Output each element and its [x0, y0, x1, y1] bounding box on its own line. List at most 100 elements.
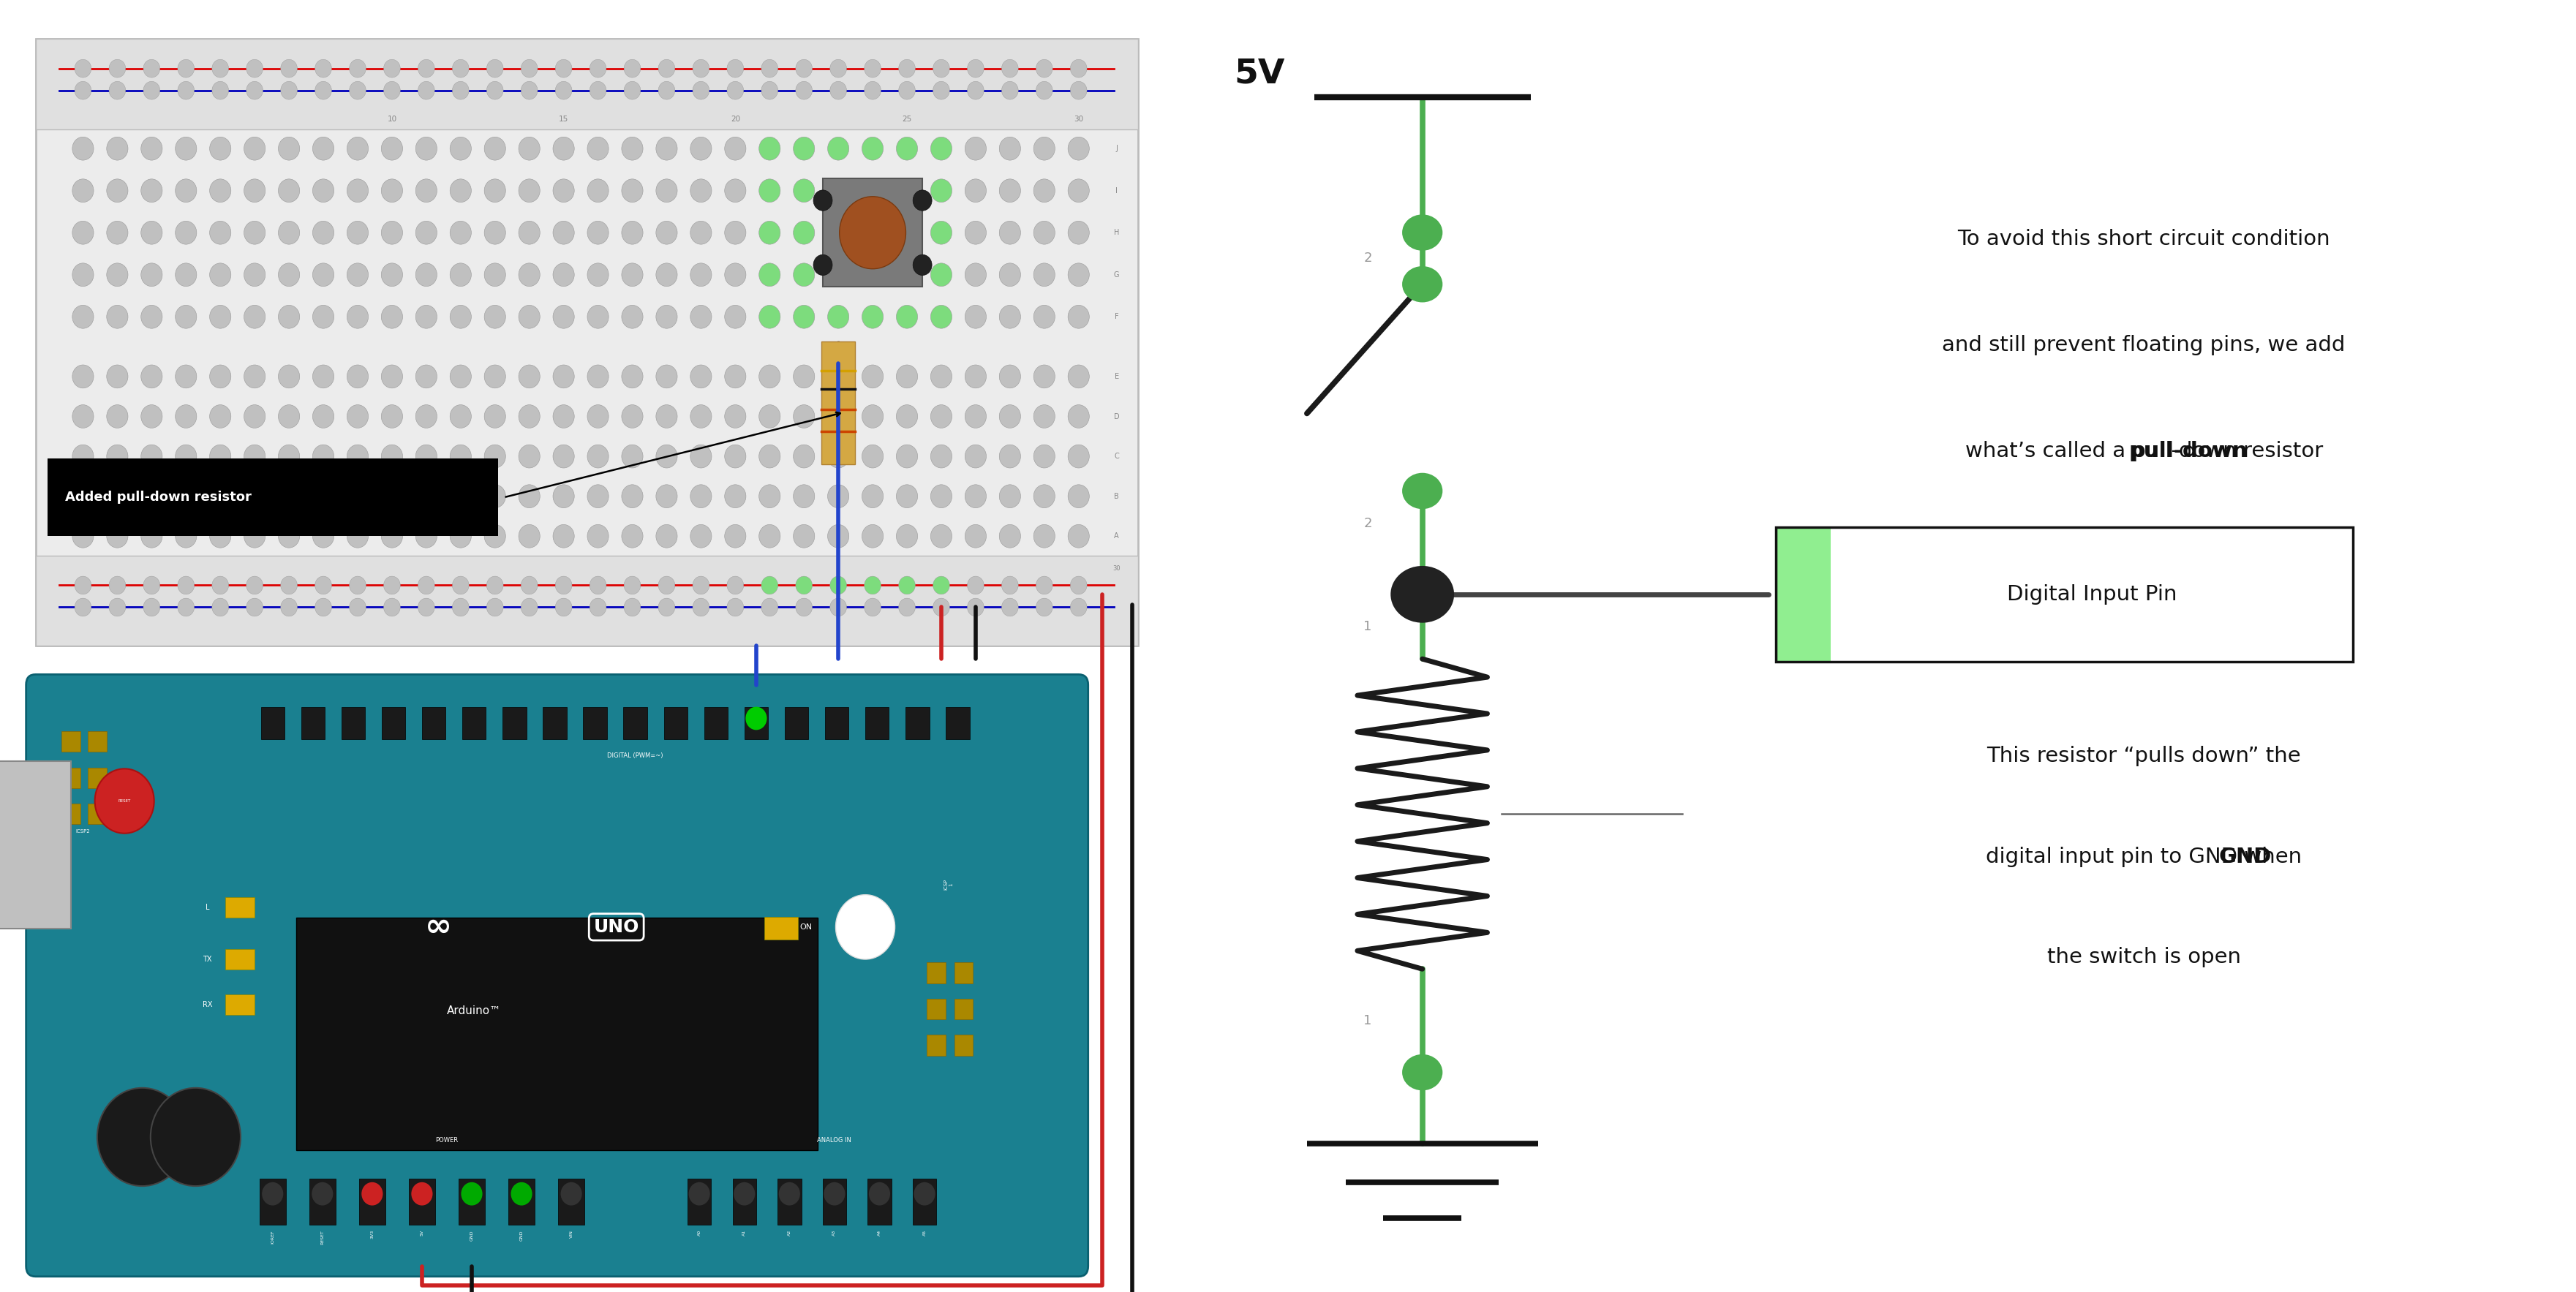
- Circle shape: [896, 305, 917, 328]
- Circle shape: [793, 305, 814, 328]
- Circle shape: [562, 1182, 582, 1205]
- Text: UNO: UNO: [592, 919, 639, 935]
- Circle shape: [587, 137, 608, 160]
- Circle shape: [384, 598, 399, 616]
- Circle shape: [451, 221, 471, 244]
- Text: To avoid this short circuit condition: To avoid this short circuit condition: [1958, 229, 2329, 249]
- Circle shape: [690, 444, 711, 468]
- Text: D: D: [1113, 412, 1118, 420]
- Circle shape: [760, 364, 781, 388]
- Circle shape: [487, 81, 502, 99]
- Circle shape: [348, 264, 368, 287]
- Circle shape: [863, 525, 884, 548]
- Text: 3V3: 3V3: [371, 1230, 374, 1239]
- Bar: [62, 804, 80, 824]
- Circle shape: [142, 364, 162, 388]
- Circle shape: [621, 264, 644, 287]
- Circle shape: [999, 525, 1020, 548]
- Circle shape: [963, 264, 987, 287]
- Circle shape: [108, 81, 126, 99]
- Circle shape: [348, 180, 368, 203]
- Text: A: A: [1113, 532, 1118, 540]
- Bar: [912, 1178, 935, 1225]
- Circle shape: [657, 180, 677, 203]
- Circle shape: [1036, 598, 1051, 616]
- Circle shape: [348, 137, 368, 160]
- Circle shape: [621, 484, 644, 508]
- Circle shape: [247, 576, 263, 594]
- Circle shape: [417, 598, 435, 616]
- Circle shape: [829, 576, 848, 594]
- Circle shape: [657, 81, 675, 99]
- Circle shape: [554, 404, 574, 428]
- Circle shape: [142, 404, 162, 428]
- Circle shape: [348, 364, 368, 388]
- Circle shape: [245, 404, 265, 428]
- Bar: [0, 761, 72, 929]
- Bar: [744, 707, 768, 739]
- Bar: [358, 1178, 386, 1225]
- Circle shape: [520, 59, 538, 78]
- Bar: [822, 178, 922, 287]
- Circle shape: [278, 444, 299, 468]
- Circle shape: [484, 525, 505, 548]
- Circle shape: [657, 576, 675, 594]
- Bar: [88, 804, 106, 824]
- Circle shape: [657, 364, 677, 388]
- Circle shape: [487, 576, 502, 594]
- Circle shape: [999, 404, 1020, 428]
- Circle shape: [827, 364, 848, 388]
- Circle shape: [106, 221, 129, 244]
- Circle shape: [312, 264, 335, 287]
- Circle shape: [744, 707, 768, 730]
- Text: RX: RX: [204, 1001, 211, 1008]
- Circle shape: [587, 444, 608, 468]
- Circle shape: [1002, 576, 1018, 594]
- Circle shape: [211, 81, 229, 99]
- Circle shape: [899, 59, 914, 78]
- Text: VIN: VIN: [569, 1230, 572, 1238]
- Circle shape: [793, 364, 814, 388]
- Bar: [502, 707, 526, 739]
- Circle shape: [209, 137, 232, 160]
- Circle shape: [209, 364, 232, 388]
- Circle shape: [734, 1182, 755, 1205]
- Circle shape: [863, 364, 884, 388]
- Circle shape: [587, 404, 608, 428]
- Circle shape: [657, 264, 677, 287]
- Circle shape: [556, 81, 572, 99]
- Bar: [732, 1178, 755, 1225]
- Circle shape: [621, 137, 644, 160]
- Circle shape: [381, 484, 402, 508]
- Circle shape: [245, 484, 265, 508]
- Text: the switch is open: the switch is open: [2045, 947, 2241, 968]
- Circle shape: [1066, 221, 1090, 244]
- Circle shape: [209, 221, 232, 244]
- Circle shape: [657, 305, 677, 328]
- Text: A4: A4: [878, 1230, 881, 1236]
- Text: Arduino™: Arduino™: [446, 1005, 502, 1017]
- Circle shape: [899, 81, 914, 99]
- Circle shape: [621, 525, 644, 548]
- Circle shape: [829, 59, 848, 78]
- Circle shape: [963, 364, 987, 388]
- Circle shape: [361, 1182, 384, 1205]
- Bar: [88, 767, 106, 788]
- Circle shape: [518, 137, 541, 160]
- Bar: [623, 707, 647, 739]
- Text: This resistor “pulls down” the: This resistor “pulls down” the: [1986, 745, 2300, 766]
- Circle shape: [690, 525, 711, 548]
- Circle shape: [278, 525, 299, 548]
- Circle shape: [415, 525, 438, 548]
- Circle shape: [245, 305, 265, 328]
- Circle shape: [518, 305, 541, 328]
- Circle shape: [930, 484, 951, 508]
- Circle shape: [484, 305, 505, 328]
- Text: Added pull-down resistor: Added pull-down resistor: [64, 491, 252, 504]
- Circle shape: [1066, 364, 1090, 388]
- Circle shape: [245, 264, 265, 287]
- Text: RESET: RESET: [118, 800, 131, 802]
- Circle shape: [1033, 305, 1054, 328]
- Bar: [866, 707, 889, 739]
- Circle shape: [760, 525, 781, 548]
